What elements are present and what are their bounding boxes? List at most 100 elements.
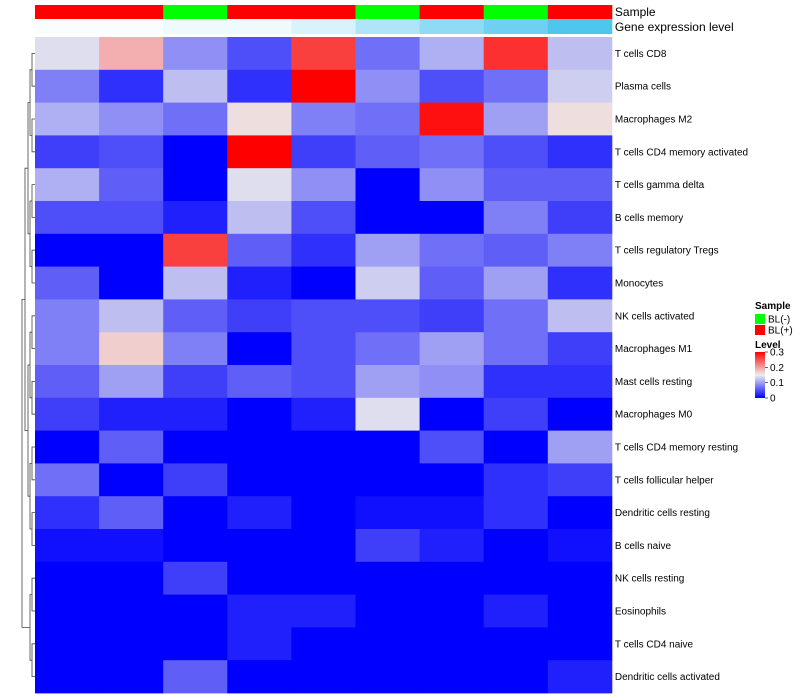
heatmap-cell	[419, 168, 485, 202]
heatmap-cell	[547, 594, 613, 628]
heatmap-cell	[355, 69, 420, 103]
heatmap-cell	[547, 365, 613, 399]
heatmap-cell	[227, 37, 292, 71]
gene-expression-annotation-cell	[227, 19, 292, 34]
heatmap-cell	[35, 135, 100, 169]
heatmap-cell	[419, 660, 485, 694]
heatmap-cell	[227, 660, 292, 694]
heatmap-cell	[419, 365, 485, 399]
heatmap-cell	[483, 430, 549, 464]
heatmap-cell	[355, 430, 420, 464]
row-label: NK cells resting	[615, 574, 684, 585]
dendrogram-branch	[24, 167, 28, 431]
row-label: T cells CD4 memory resting	[615, 443, 738, 454]
heatmap-cell	[355, 660, 420, 694]
sample-legend-label: BL(+)	[768, 326, 793, 337]
heatmap-cell	[99, 168, 164, 202]
heatmap-cell	[291, 660, 356, 694]
heatmap-cell	[547, 266, 613, 300]
heatmap-cell	[35, 397, 100, 431]
heatmap-cell	[355, 102, 420, 136]
row-label: Macrophages M1	[615, 344, 693, 355]
heatmap-cell	[163, 69, 228, 103]
heatmap-cell	[483, 561, 549, 595]
heatmap-cell	[99, 69, 164, 103]
heatmap-cell	[99, 332, 164, 366]
heatmap-cell	[227, 69, 292, 103]
heatmap-cell	[99, 299, 164, 333]
heatmap-cell	[291, 561, 356, 595]
heatmap-cell	[355, 201, 420, 235]
heatmap-cell	[483, 201, 549, 235]
row-label: T cells regulatory Tregs	[615, 246, 719, 257]
heatmap-cell	[419, 299, 485, 333]
heatmap-cell	[227, 627, 292, 661]
heatmap-cell	[35, 561, 100, 595]
heatmap-cell	[163, 365, 228, 399]
row-label: NK cells activated	[615, 311, 694, 322]
row-label: Dendritic cells activated	[615, 672, 720, 683]
heatmap-cell	[99, 135, 164, 169]
heatmap-cell	[35, 660, 100, 694]
heatmap-cell	[99, 660, 164, 694]
heatmap-cell	[227, 332, 292, 366]
sample-legend-swatch	[755, 325, 765, 335]
heatmap-cell	[483, 594, 549, 628]
dendrogram-branch	[21, 299, 30, 628]
heatmap-cell	[291, 463, 356, 497]
heatmap-cell	[99, 430, 164, 464]
gene-expression-annotation-cell	[419, 19, 485, 34]
heatmap-cell	[99, 397, 164, 431]
heatmap-cell	[483, 496, 549, 530]
heatmap-cell	[547, 430, 613, 464]
heatmap-cell	[35, 463, 100, 497]
heatmap-cell	[163, 37, 228, 71]
level-colorbar	[755, 352, 765, 398]
sample-annotation-cell	[227, 5, 292, 19]
heatmap-cell	[547, 233, 613, 267]
heatmap-cell	[483, 102, 549, 136]
heatmap-cell	[163, 496, 228, 530]
heatmap-cell	[227, 168, 292, 202]
heatmap-cell	[227, 299, 292, 333]
heatmap-cell	[483, 463, 549, 497]
heatmap-cell	[355, 365, 420, 399]
row-label: T cells CD8	[615, 49, 667, 60]
gene-expression-track-label: Gene expression level	[615, 20, 734, 34]
heatmap-cell	[99, 201, 164, 235]
heatmap-cell	[99, 365, 164, 399]
heatmap-cell	[291, 627, 356, 661]
gene-expression-annotation-cell	[547, 19, 613, 34]
heatmap-cell	[291, 168, 356, 202]
gene-expression-annotation-cell	[99, 19, 164, 34]
heatmap-cell	[355, 561, 420, 595]
heatmap-cell	[547, 201, 613, 235]
heatmap-cell	[99, 266, 164, 300]
heatmap-cell	[35, 332, 100, 366]
heatmap-cell	[547, 397, 613, 431]
heatmap-cell	[35, 37, 100, 71]
heatmap-cell	[355, 463, 420, 497]
row-label: T cells follicular helper	[615, 475, 714, 486]
heatmap-cell	[547, 299, 613, 333]
heatmap-cell	[227, 102, 292, 136]
heatmap-cell	[355, 496, 420, 530]
row-dendrogram	[21, 53, 35, 677]
dendrogram-branch	[31, 184, 35, 218]
heatmap-cell	[419, 102, 485, 136]
heatmap-cell	[355, 529, 420, 563]
heatmap-cell	[99, 529, 164, 563]
heatmap-cell	[291, 102, 356, 136]
dendrogram-branch	[31, 381, 35, 415]
heatmap-cell	[419, 496, 485, 530]
sample-annotation-cell	[35, 5, 100, 19]
heatmap-cell	[35, 365, 100, 399]
sample-annotation-cell	[99, 5, 164, 19]
heatmap-cell	[419, 430, 485, 464]
heatmap-cell	[419, 233, 485, 267]
heatmap-cell	[35, 69, 100, 103]
sample-annotation-cell	[483, 5, 549, 19]
heatmap-cell	[163, 627, 228, 661]
